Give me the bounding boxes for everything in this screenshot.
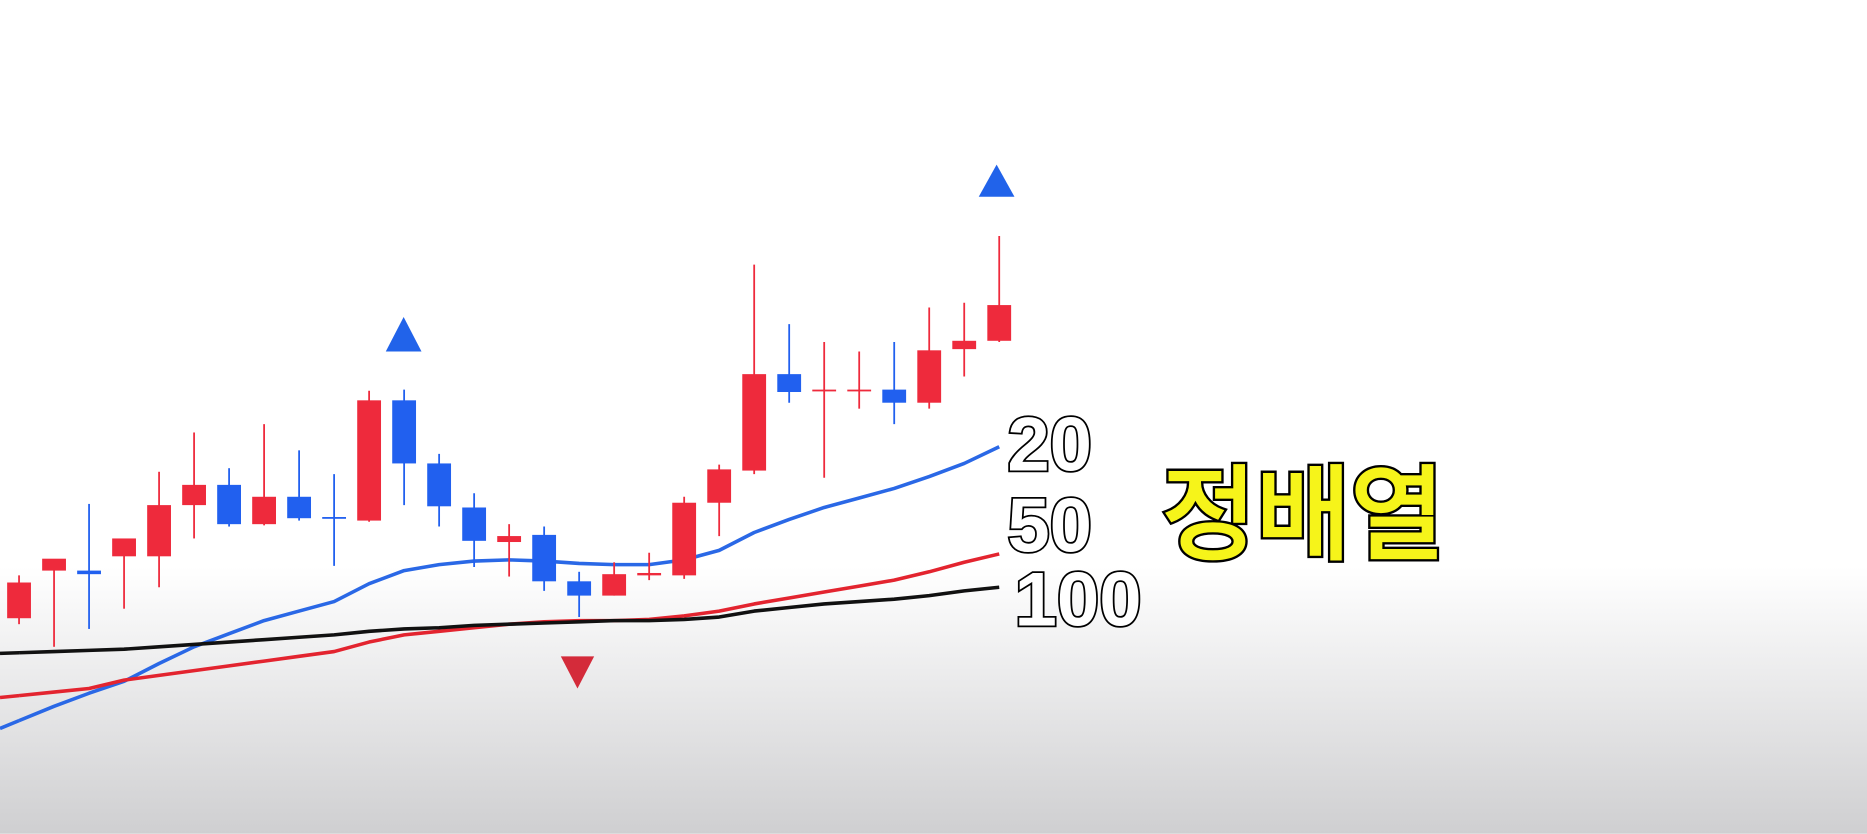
sell-signal: [560, 656, 595, 689]
annotation: 정배열: [1162, 456, 1445, 575]
ma-lead: [0, 693, 20, 700]
candle-body: [917, 350, 942, 403]
legend-label: 100: [1014, 557, 1141, 642]
candle-body: [672, 502, 697, 576]
candle-body: [567, 581, 592, 596]
candle-body: [497, 536, 522, 543]
candle-body: [112, 538, 136, 557]
candle-body: [987, 305, 1012, 341]
candle-body: [182, 484, 206, 506]
candle-body: [777, 374, 802, 392]
candle-body: [147, 505, 171, 557]
ma-lead: [0, 650, 20, 656]
moving-average-line: [18, 585, 1000, 655]
candle-body: [357, 400, 382, 521]
legend-label: 20: [1007, 403, 1092, 488]
candle-body: [77, 570, 101, 575]
candle-body: [707, 469, 732, 503]
candle-body: [287, 496, 312, 519]
candle-body: [847, 389, 872, 392]
candle-body: [427, 463, 452, 507]
candle-body: [217, 484, 241, 525]
candle-body: [952, 340, 977, 350]
candle-body: [742, 374, 767, 471]
buy-signal: [978, 164, 1015, 197]
candle-body: [252, 496, 277, 525]
candle-body: [882, 389, 907, 403]
candle-body: [812, 389, 837, 392]
legend-label: 50: [1007, 484, 1092, 569]
candle-body: [42, 558, 66, 571]
candle-body: [602, 574, 627, 596]
candle-body: [462, 507, 487, 541]
candle-body: [532, 534, 557, 582]
candle-body: [637, 572, 662, 576]
candle-body: [322, 517, 347, 519]
buy-signal: [385, 316, 422, 352]
candle-body: [392, 400, 417, 464]
candle-body: [7, 582, 31, 619]
ma-lead: [0, 718, 20, 731]
